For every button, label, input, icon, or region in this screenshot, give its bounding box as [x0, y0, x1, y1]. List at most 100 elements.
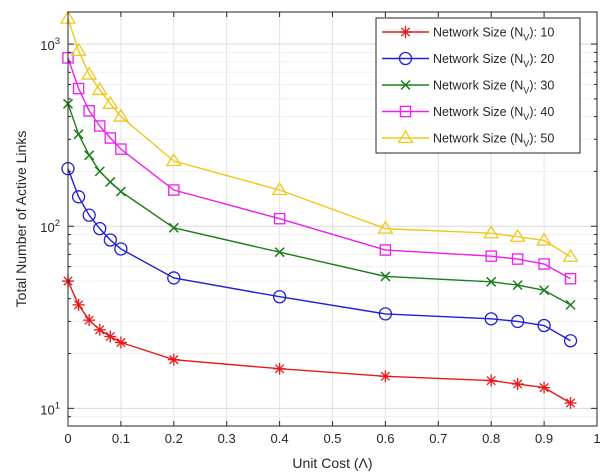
x-tick-label: 0.6: [376, 431, 394, 446]
legend-entry: Network Size (NV): 40: [382, 105, 554, 122]
asterisk-stroke: [380, 371, 391, 381]
x-tick-label: 0: [64, 431, 71, 446]
x-tick-label: 1: [593, 431, 600, 446]
y-tick-label-exponent: 2: [55, 218, 60, 229]
asterisk-stroke: [486, 375, 496, 386]
y-tick-label-base: 10: [40, 402, 54, 417]
asterisk-stroke: [512, 379, 523, 389]
asterisk-stroke: [274, 364, 285, 374]
data-point-triangle: [483, 225, 500, 239]
x-stroke: [274, 247, 285, 258]
series-4: [62, 52, 577, 285]
data-point-x: [486, 276, 497, 287]
data-point-circle: [484, 312, 498, 326]
x-tick-label: 0.1: [112, 431, 130, 446]
asterisk-stroke: [105, 331, 115, 342]
legend-label-prefix: Network Size (N: [433, 52, 523, 66]
y-tick-label-exponent: 3: [55, 36, 60, 47]
data-point-asterisk: [379, 370, 392, 383]
asterisk-stroke: [400, 27, 411, 37]
data-point-x: [168, 222, 179, 233]
asterisk-stroke: [539, 382, 549, 393]
x-tick-label: 0.8: [482, 431, 500, 446]
legend-entry: Network Size (NV): 50: [382, 129, 554, 149]
data-point-triangle: [91, 81, 108, 96]
data-point-square: [538, 258, 550, 270]
data-point-x: [115, 186, 126, 197]
asterisk-stroke: [116, 337, 126, 348]
data-point-circle: [537, 318, 551, 333]
data-point-x: [274, 247, 285, 258]
series-line: [67, 18, 571, 258]
data-point-x: [565, 299, 576, 310]
legend-label-suffix: ): 20: [529, 52, 554, 66]
data-point-asterisk: [93, 323, 106, 336]
data-point-circle: [82, 208, 96, 222]
x-stroke: [380, 271, 391, 282]
x-tick-label: 0.3: [218, 431, 236, 446]
x-tick-label: 0.2: [165, 431, 183, 446]
x-tick-label: 0.5: [323, 431, 341, 446]
data-point-triangle: [536, 232, 553, 246]
data-point-square: [564, 272, 577, 285]
data-point-asterisk: [167, 353, 180, 366]
data-point-triangle: [377, 220, 394, 234]
data-point-triangle: [112, 108, 129, 122]
data-point-asterisk: [485, 374, 498, 387]
data-point-square: [168, 184, 180, 196]
asterisk-stroke: [95, 325, 105, 335]
data-point-x: [94, 166, 105, 177]
data-point-triangle: [397, 129, 414, 144]
x-stroke: [565, 299, 576, 310]
y-tick-label-exponent: 1: [55, 400, 60, 411]
data-point-circle: [167, 271, 181, 285]
data-point-square: [273, 212, 286, 225]
data-point-triangle: [165, 152, 182, 167]
legend-label-subscript: V: [523, 139, 529, 149]
x-tick-label: 0.9: [535, 431, 553, 446]
y-tick-label: 102: [40, 218, 60, 235]
data-point-asterisk: [399, 26, 412, 38]
data-point-square: [93, 120, 106, 132]
data-point-circle: [71, 190, 86, 204]
data-point-square: [115, 143, 127, 155]
data-point-asterisk: [564, 396, 577, 409]
legend-label-prefix: Network Size (N: [433, 105, 523, 119]
legend-entry: Network Size (NV): 20: [382, 51, 554, 69]
legend-label-subscript: V: [523, 33, 529, 43]
data-point-triangle: [562, 248, 579, 262]
x-axis-label: Unit Cost (Λ): [292, 455, 372, 471]
x-stroke: [400, 79, 411, 91]
legend-label-prefix: Network Size (N: [433, 132, 523, 146]
data-point-asterisk: [273, 362, 286, 375]
legend-entry: Network Size (NV): 10: [382, 26, 554, 43]
data-point-triangle: [81, 66, 98, 80]
data-point-square: [511, 253, 524, 265]
legend-label: Network Size (NV): 20: [433, 52, 554, 69]
asterisk-stroke: [565, 398, 576, 408]
asterisk-stroke: [169, 355, 179, 365]
x-stroke: [115, 186, 126, 197]
y-tick-label: 103: [40, 36, 60, 53]
data-point-circle: [93, 221, 107, 236]
x-stroke: [73, 129, 84, 140]
legend-label-prefix: Network Size (N: [433, 26, 523, 40]
data-point-square: [83, 105, 95, 117]
legend-label: Network Size (NV): 40: [433, 105, 554, 122]
x-stroke: [512, 280, 523, 291]
legend-label-suffix: ): 30: [529, 79, 554, 93]
series-2: [61, 162, 578, 348]
data-point-x: [84, 150, 95, 161]
data-point-x: [380, 271, 391, 282]
asterisk-stroke: [73, 300, 84, 310]
x-stroke: [539, 285, 550, 296]
data-point-asterisk: [538, 381, 551, 394]
data-point-circle: [398, 51, 413, 66]
series-line: [67, 168, 571, 342]
data-point-asterisk: [104, 330, 117, 343]
data-point-asterisk: [511, 378, 524, 391]
data-point-x: [73, 129, 84, 140]
